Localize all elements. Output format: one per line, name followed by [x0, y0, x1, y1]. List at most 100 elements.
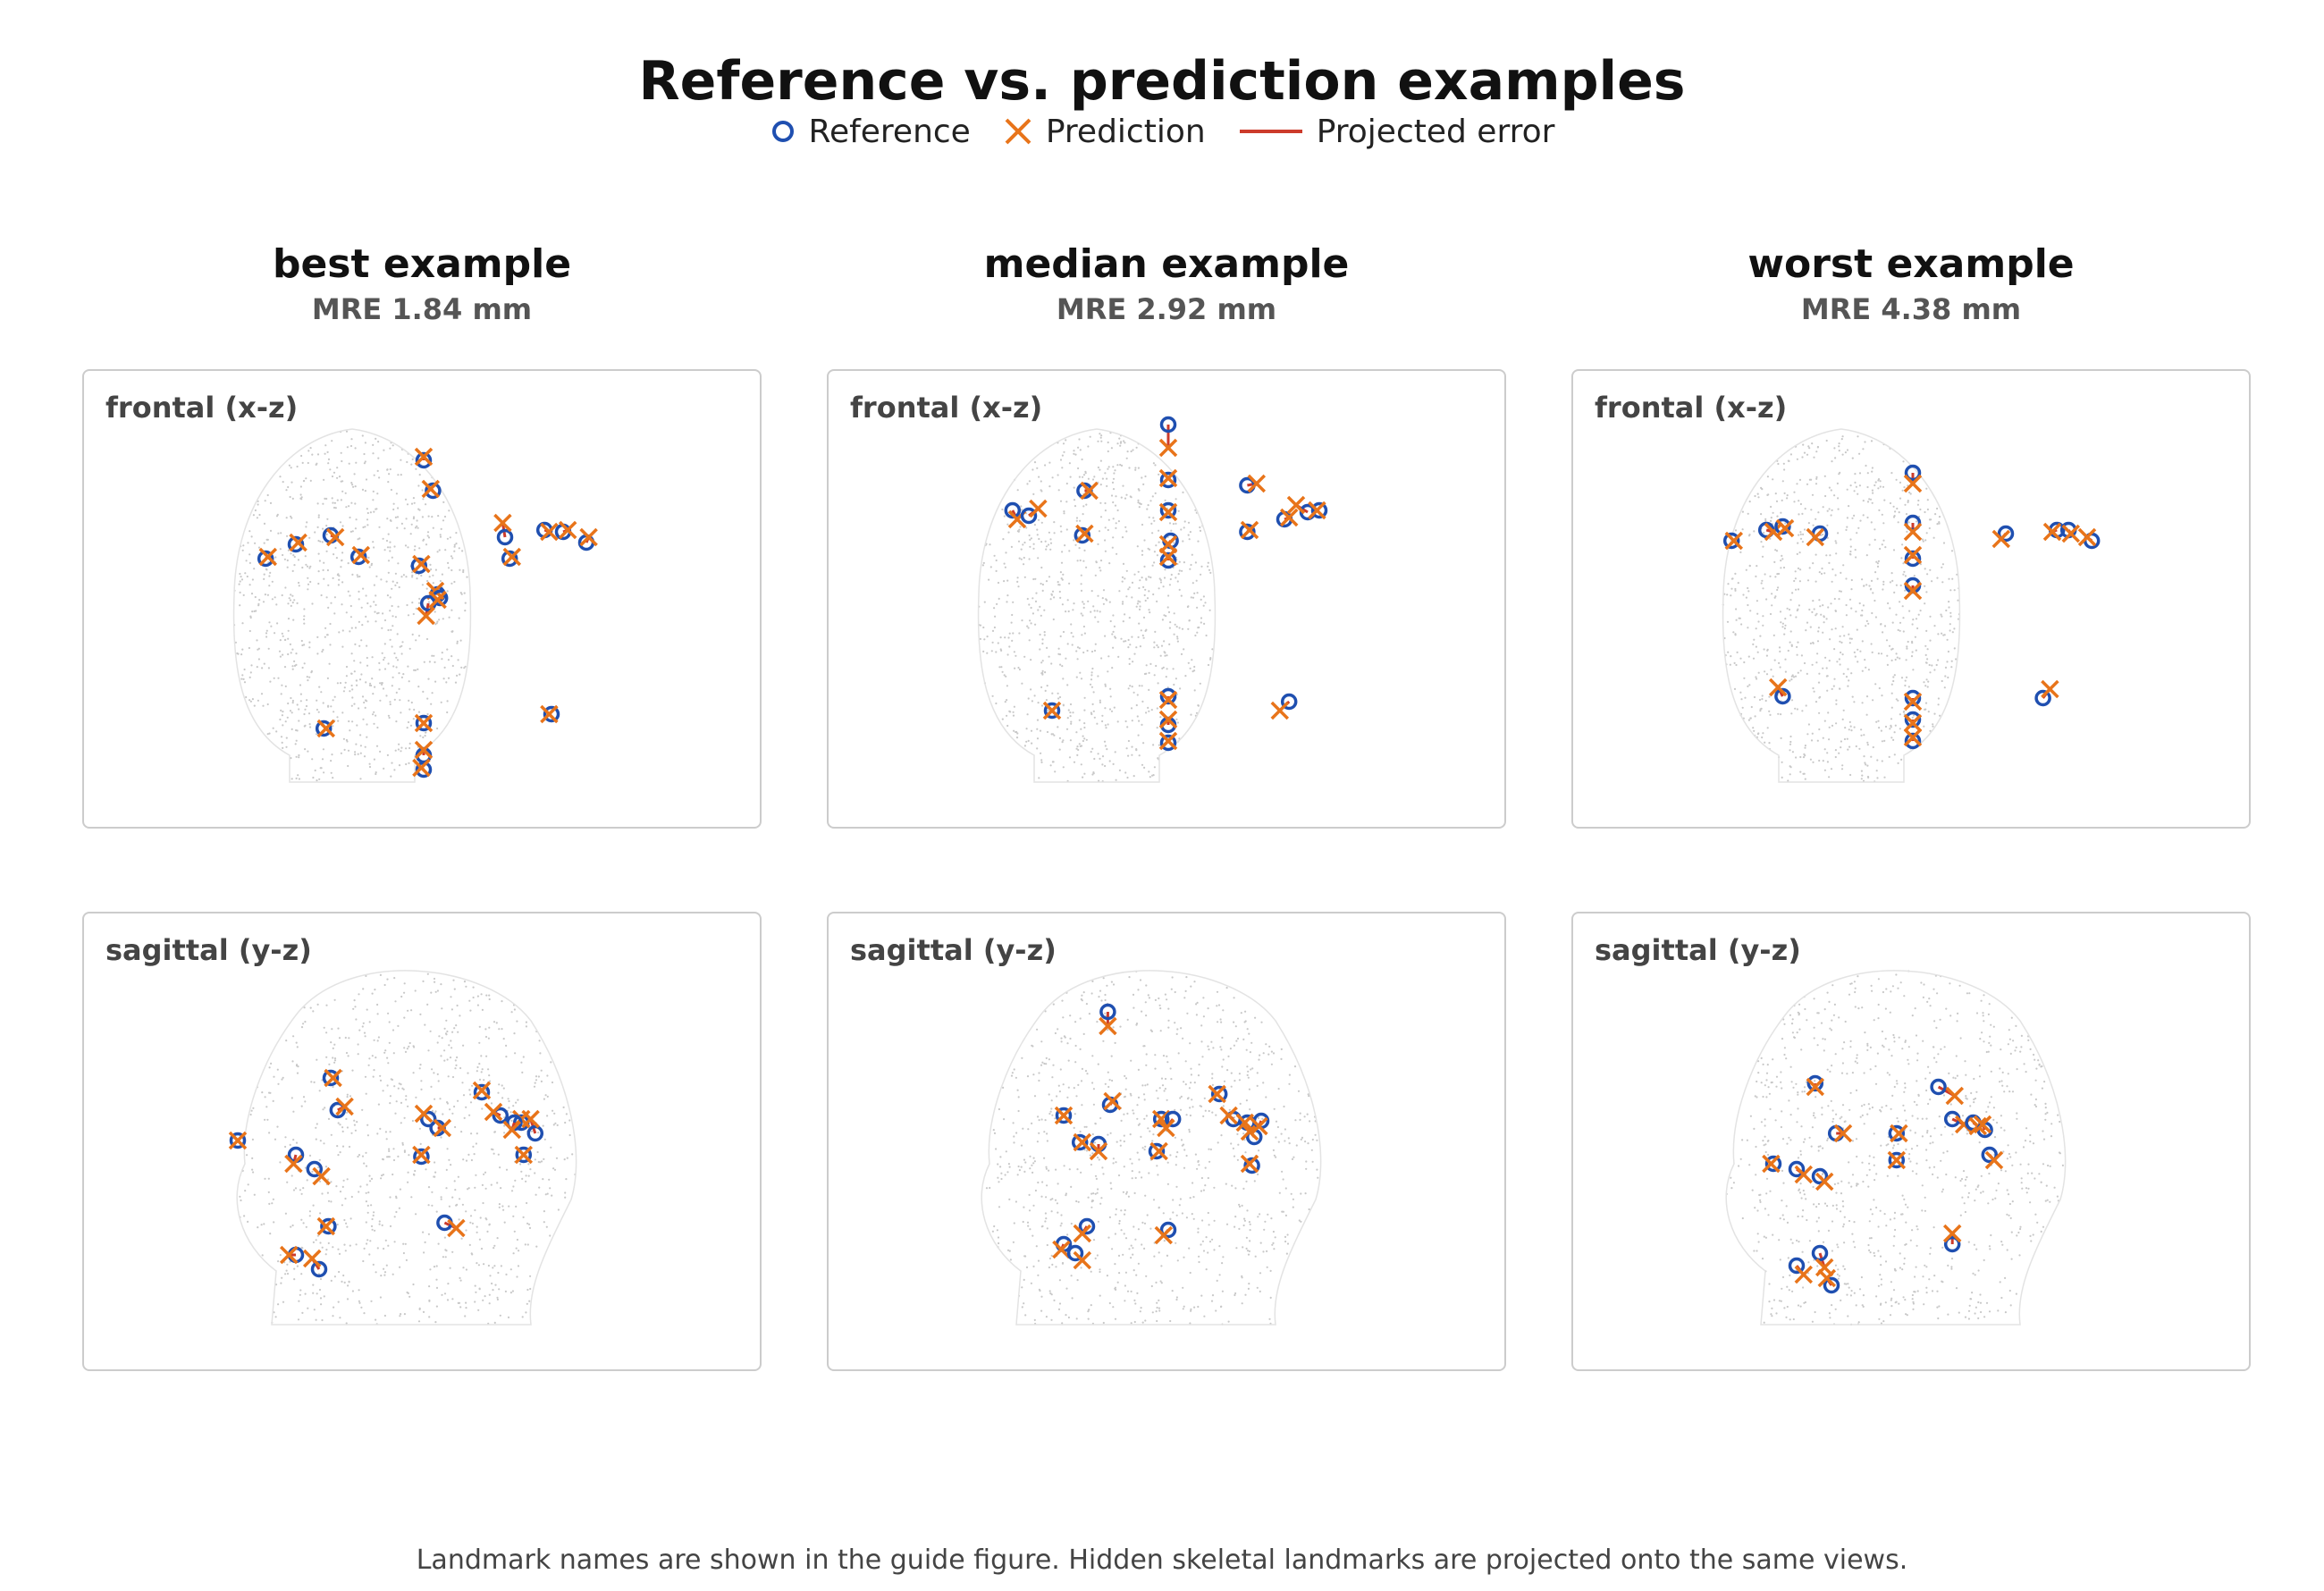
- reference-point: [320, 1217, 337, 1235]
- prediction-point: [412, 1145, 431, 1165]
- view-label: frontal (x-z): [105, 391, 299, 425]
- landmark: [1888, 1124, 1908, 1143]
- prediction-point: [428, 590, 447, 610]
- chart-title: Reference vs. prediction examples: [638, 50, 1686, 113]
- legend-reference-label: Reference: [808, 113, 971, 150]
- landmark: [315, 719, 336, 738]
- landmark: [421, 479, 442, 500]
- landmark: [1239, 520, 1259, 541]
- reference-point: [431, 589, 449, 607]
- prediction-point: [1806, 527, 1825, 547]
- reference-point: [526, 1124, 544, 1142]
- prediction-point: [414, 447, 434, 467]
- reference-point: [1722, 532, 1740, 550]
- prediction-point: [1815, 1258, 1834, 1277]
- landmark: [2034, 679, 2059, 707]
- prediction-point: [1208, 1084, 1226, 1104]
- landmark: [1788, 1257, 1814, 1284]
- prediction-point: [284, 1154, 303, 1174]
- landmark: [1158, 501, 1178, 522]
- column-header-median: median example MRE 2.92 mm: [827, 240, 1506, 329]
- prediction-point: [1806, 1077, 1825, 1097]
- prediction-point: [417, 606, 435, 626]
- prediction-point: [514, 1145, 534, 1165]
- landmark: [414, 713, 434, 733]
- prediction-point: [2041, 679, 2059, 699]
- reference-point: [415, 761, 433, 779]
- landmark: [1101, 1091, 1122, 1114]
- reference-point: [1159, 687, 1177, 705]
- landmark: [1903, 711, 1923, 733]
- landmark: [1903, 577, 1923, 601]
- landmark: [1158, 416, 1178, 458]
- column-metric: MRE 4.38 mm: [1800, 292, 2022, 326]
- reference-point: [1152, 1110, 1170, 1128]
- prediction-point: [1240, 1154, 1259, 1174]
- landmark: [1276, 508, 1299, 528]
- prediction-point: [414, 1104, 434, 1124]
- view-label: frontal (x-z): [850, 391, 1043, 425]
- reference-point: [1764, 1155, 1782, 1173]
- prediction-point: [1945, 1086, 1965, 1106]
- prediction-point: [1768, 678, 1788, 697]
- prediction-point: [1029, 499, 1048, 518]
- landmark: [1973, 1115, 1993, 1139]
- reference-point: [1055, 1107, 1073, 1124]
- landmark: [1991, 525, 2015, 549]
- landmark: [414, 1104, 437, 1128]
- landmark: [412, 1145, 431, 1166]
- landmark: [1158, 710, 1178, 734]
- legend-error-label: Projected error: [1316, 113, 1555, 150]
- reference-point: [515, 1146, 533, 1164]
- prediction-point: [1942, 1224, 1962, 1243]
- landmark: [1930, 1078, 1965, 1106]
- landmark: [410, 554, 431, 575]
- reference-point: [1148, 1142, 1166, 1160]
- prediction-point: [316, 1216, 336, 1236]
- landmark: [1270, 693, 1298, 720]
- reference-point: [1997, 525, 2015, 543]
- prediction-point: [412, 758, 431, 778]
- reference-point: [1310, 501, 1328, 519]
- reference-point: [322, 1069, 340, 1087]
- reference-point: [1159, 471, 1177, 489]
- landmark: [1158, 687, 1178, 710]
- reference-point: [1904, 732, 1922, 750]
- reference-point: [1788, 1160, 1806, 1178]
- reference-point: [2034, 689, 2051, 707]
- prediction-point: [1286, 495, 1306, 515]
- landmark: [428, 589, 449, 610]
- landmark: [279, 1245, 305, 1265]
- landmark: [1054, 1106, 1074, 1125]
- prediction-point: [1158, 502, 1178, 522]
- reference-point: [1981, 1146, 1999, 1164]
- prediction-point: [1991, 529, 2011, 549]
- reference-point: [492, 1107, 509, 1124]
- landmark: [1250, 1112, 1270, 1136]
- prediction-point: [1157, 1118, 1175, 1138]
- reference-point: [1159, 501, 1177, 519]
- landmark: [1903, 545, 1923, 568]
- scatter-plot: [1725, 970, 2067, 1326]
- prediction-point: [447, 1218, 466, 1238]
- landmark: [540, 704, 560, 724]
- column-metric: MRE 1.84 mm: [311, 292, 533, 326]
- scatter-plot: [977, 416, 1328, 783]
- prediction-point: [325, 527, 345, 547]
- panel-worst-sagittal: sagittal (y-z): [1571, 912, 2251, 1371]
- prediction-point: [1973, 1115, 1992, 1134]
- reference-point: [1078, 1217, 1096, 1235]
- column-title: best example: [272, 241, 572, 287]
- scatter-plot: [1722, 428, 2101, 783]
- landmark: [306, 1160, 331, 1186]
- prediction-point: [1764, 522, 1783, 542]
- reference-point: [410, 557, 428, 575]
- prediction-point: [1270, 701, 1290, 720]
- reference-point: [1020, 507, 1038, 525]
- prediction-point: [414, 713, 434, 733]
- prediction-point: [289, 533, 307, 552]
- reference-point: [1904, 550, 1922, 568]
- landmark: [535, 521, 559, 542]
- landmark: [302, 1249, 328, 1278]
- landmark: [1806, 1074, 1825, 1097]
